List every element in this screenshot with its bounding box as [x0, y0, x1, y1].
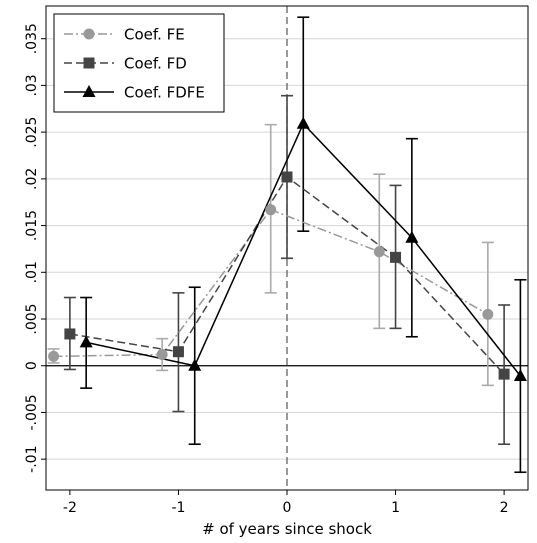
y-tick-label: -.01 — [24, 446, 40, 473]
x-tick-label: 2 — [500, 500, 509, 516]
legend-marker-coef-fe — [83, 28, 95, 40]
coef-fdfe-point — [405, 230, 419, 243]
coef-fd-point — [64, 328, 76, 340]
coef-fd-point — [172, 346, 184, 358]
x-tick-label: -1 — [171, 500, 185, 516]
coef-fe-point — [156, 349, 168, 361]
y-tick-label: .01 — [24, 261, 40, 283]
coef-fe-point — [48, 350, 60, 362]
coef-fd-point — [498, 368, 510, 380]
y-tick-label: .035 — [24, 23, 40, 54]
x-tick-label: 1 — [391, 500, 400, 516]
y-axis-ticks: -.01 -.005 0 .005 .01 .015 .02 .025 .03 .035 — [24, 23, 46, 473]
coef-fd-point — [281, 171, 293, 183]
y-tick-label: .025 — [24, 117, 40, 148]
x-tick-label: 0 — [283, 500, 292, 516]
y-tick-label: .005 — [24, 303, 40, 334]
coef-fe-point — [482, 308, 494, 320]
legend-marker-coef-fdfe — [82, 85, 96, 97]
coef-fdfe-point — [79, 335, 93, 348]
coef-fdfe-point — [513, 369, 527, 382]
y-tick-label: .03 — [24, 74, 40, 96]
y-tick-label: .015 — [24, 210, 40, 241]
y-tick-label: -.005 — [24, 394, 40, 430]
x-axis-title: # of years since shock — [202, 520, 372, 538]
legend: Coef. FE Coef. FD Coef. FDFE — [53, 13, 225, 113]
coef-fe-point — [265, 204, 277, 216]
x-tick-label: -2 — [63, 500, 77, 516]
x-axis-ticks: -2 -1 0 1 2 — [63, 490, 509, 516]
coef-fdfe-point — [188, 358, 202, 371]
y-tick-label: 0 — [24, 361, 40, 370]
legend-label-coef-fdfe: Coef. FDFE — [124, 83, 205, 101]
coef-fd-point — [390, 251, 402, 263]
coef-fdfe-point — [296, 116, 310, 129]
y-tick-label: .02 — [24, 168, 40, 190]
series-markers — [48, 116, 527, 382]
legend-marker-coef-fd — [83, 57, 95, 69]
confidence-intervals — [47, 16, 527, 474]
legend-label-coef-fe: Coef. FE — [124, 25, 185, 43]
coef-fe-point — [373, 246, 385, 258]
legend-label-coef-fd: Coef. FD — [124, 54, 187, 72]
